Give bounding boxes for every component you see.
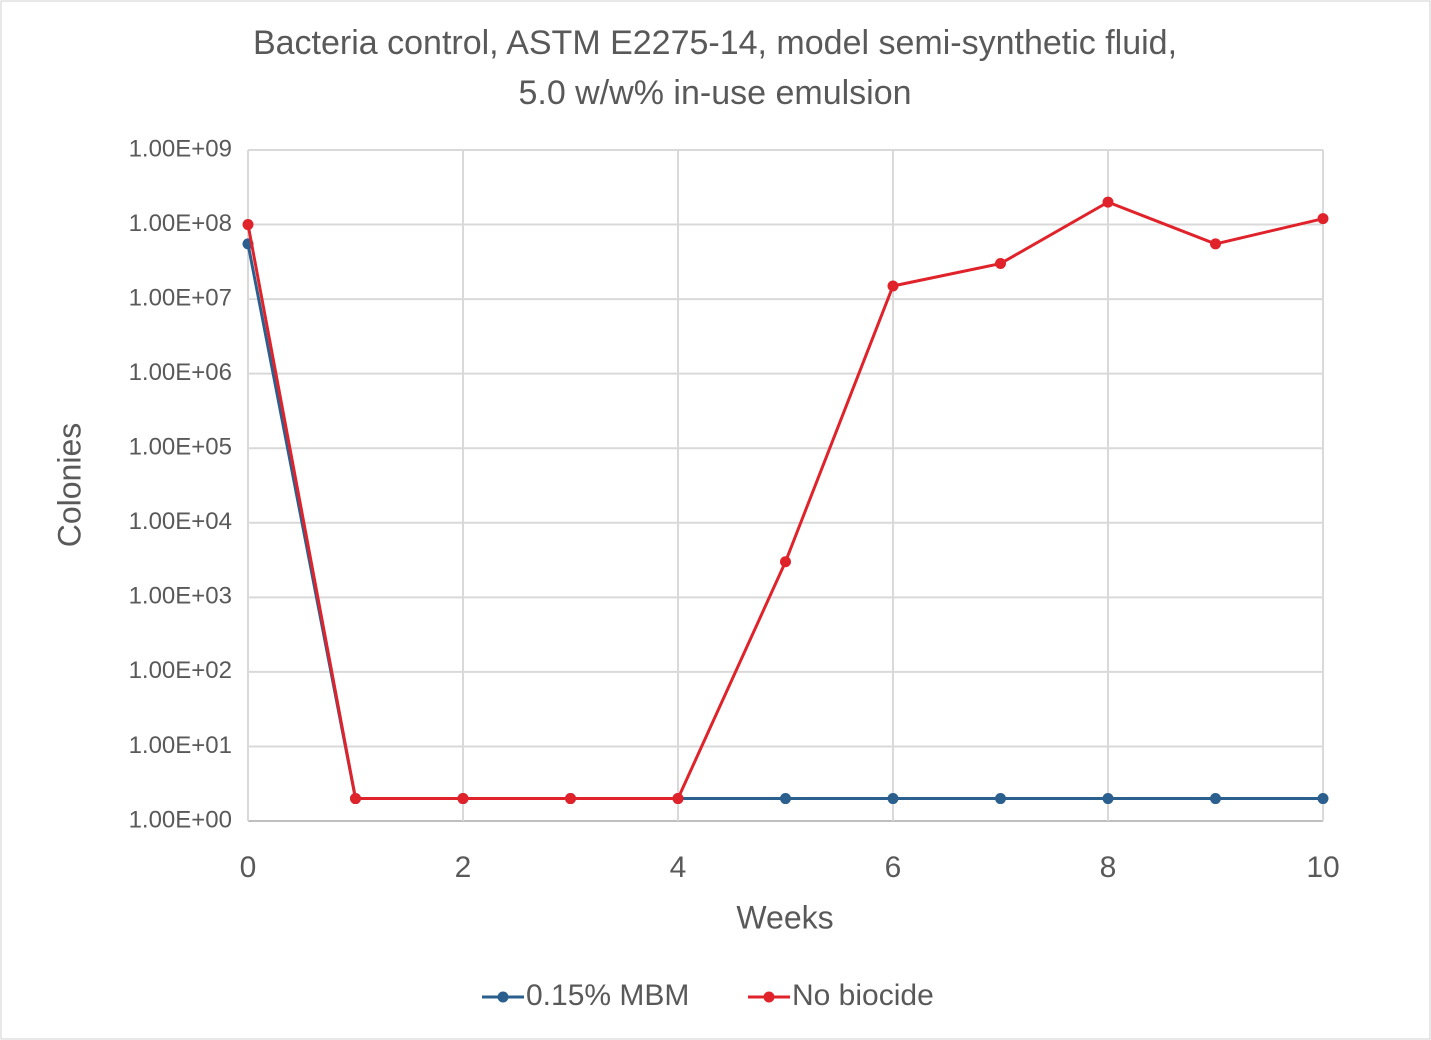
legend-marker	[763, 991, 775, 1003]
data-point	[995, 793, 1006, 805]
data-point	[1210, 238, 1221, 250]
data-point	[780, 793, 791, 805]
legend-label: No biocide	[792, 979, 934, 1012]
data-point	[780, 556, 791, 568]
data-point	[1210, 793, 1221, 805]
legend-marker	[497, 991, 509, 1003]
x-tick-label: 10	[1306, 851, 1339, 884]
y-tick-label: 1.00E+04	[129, 508, 232, 535]
x-tick-label: 8	[1100, 851, 1117, 884]
data-point	[995, 258, 1006, 270]
y-tick-label: 1.00E+06	[129, 359, 232, 386]
y-tick-label: 1.00E+01	[129, 732, 232, 759]
y-tick-label: 1.00E+08	[129, 210, 232, 237]
legend-label: 0.15% MBM	[526, 979, 689, 1012]
data-point	[672, 793, 684, 805]
x-tick-label: 6	[885, 851, 902, 884]
x-axis-label: Weeks	[736, 899, 833, 935]
x-tick-label: 0	[240, 851, 257, 884]
chart-title: Bacteria control, ASTM E2275-14, model s…	[253, 24, 1177, 62]
y-tick-label: 1.00E+00	[129, 806, 232, 833]
chart-title: 5.0 w/w% in-use emulsion	[518, 74, 911, 112]
y-tick-label: 1.00E+02	[129, 657, 232, 684]
y-tick-label: 1.00E+07	[129, 284, 232, 311]
data-point	[1317, 793, 1329, 805]
y-tick-label: 1.00E+03	[129, 583, 232, 610]
data-point	[1102, 196, 1114, 208]
data-point	[1317, 213, 1329, 225]
data-point	[242, 219, 254, 231]
data-point	[565, 793, 576, 805]
x-tick-label: 2	[455, 851, 472, 884]
data-point	[887, 280, 899, 292]
y-tick-label: 1.00E+05	[129, 434, 232, 461]
data-point	[350, 793, 361, 805]
y-axis-label: Colonies	[51, 423, 87, 548]
data-point	[887, 793, 899, 805]
y-tick-label: 1.00E+09	[129, 135, 232, 162]
data-point	[457, 793, 469, 805]
x-tick-label: 4	[670, 851, 687, 884]
data-point	[1102, 793, 1114, 805]
